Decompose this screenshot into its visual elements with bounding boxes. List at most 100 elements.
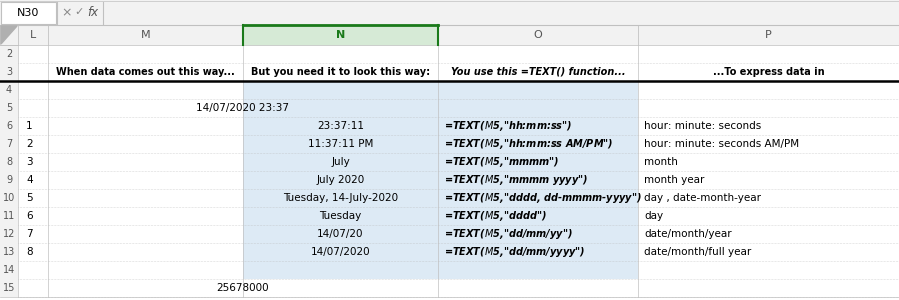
Text: hour: minute: seconds AM/PM: hour: minute: seconds AM/PM — [644, 139, 799, 149]
Text: =TEXT($M$5,"mmmm"): =TEXT($M$5,"mmmm") — [444, 155, 559, 169]
Bar — [0, 99, 18, 117]
Bar — [438, 261, 638, 279]
Text: 14/07/2020 23:37: 14/07/2020 23:37 — [197, 103, 289, 113]
Bar — [438, 45, 638, 63]
Text: 6: 6 — [26, 211, 32, 221]
Text: 3: 3 — [26, 157, 32, 167]
Text: 14/07/2020: 14/07/2020 — [311, 247, 370, 257]
Bar — [0, 81, 18, 99]
Bar — [638, 207, 899, 225]
Bar — [243, 243, 438, 261]
Bar — [638, 99, 899, 117]
Bar — [638, 63, 899, 81]
Bar — [243, 45, 438, 63]
Bar — [243, 25, 438, 45]
Bar — [48, 225, 243, 243]
Text: =TEXT($M$5,"mmmm yyyy"): =TEXT($M$5,"mmmm yyyy") — [444, 173, 588, 187]
Bar — [48, 117, 243, 135]
Bar — [438, 171, 638, 189]
Text: =TEXT($M$5,"dd/mm/yyyy"): =TEXT($M$5,"dd/mm/yyyy") — [444, 245, 585, 259]
Bar — [638, 279, 899, 297]
Bar — [638, 45, 899, 63]
Text: 7: 7 — [6, 139, 12, 149]
Bar — [0, 243, 18, 261]
Text: 15: 15 — [3, 283, 15, 293]
Bar — [438, 207, 638, 225]
Bar — [0, 153, 18, 171]
Bar — [638, 153, 899, 171]
Bar — [243, 81, 438, 99]
Text: ✓: ✓ — [75, 8, 84, 17]
Text: day: day — [644, 211, 663, 221]
Bar — [18, 63, 48, 81]
Text: 9: 9 — [6, 175, 12, 185]
Bar — [0, 171, 18, 189]
Text: July: July — [331, 157, 350, 167]
Bar — [18, 153, 48, 171]
Bar — [638, 117, 899, 135]
Bar — [1, 2, 56, 24]
Bar — [48, 243, 243, 261]
Text: 4: 4 — [6, 85, 12, 95]
Bar — [438, 99, 638, 117]
Bar — [243, 135, 438, 153]
Text: M: M — [140, 30, 150, 40]
Text: N30: N30 — [17, 8, 40, 17]
Text: O: O — [534, 30, 542, 40]
Text: month: month — [644, 157, 678, 167]
Bar — [48, 261, 243, 279]
Bar — [0, 279, 18, 297]
Bar — [48, 25, 243, 45]
Text: 2: 2 — [6, 49, 12, 59]
Bar — [243, 279, 438, 297]
Bar — [18, 207, 48, 225]
Text: Tuesday: Tuesday — [319, 211, 361, 221]
Bar — [438, 117, 638, 135]
Bar — [0, 189, 18, 207]
Bar — [243, 117, 438, 135]
Text: 5: 5 — [26, 193, 32, 203]
Bar — [638, 261, 899, 279]
Text: 7: 7 — [26, 229, 32, 239]
Bar — [243, 261, 438, 279]
Bar — [638, 81, 899, 99]
Bar — [18, 45, 48, 63]
Bar — [243, 189, 438, 207]
Bar — [18, 25, 48, 45]
Bar — [243, 63, 438, 81]
Bar — [438, 207, 638, 225]
Bar — [438, 279, 638, 297]
Text: You use this =TEXT() function...: You use this =TEXT() function... — [450, 67, 626, 77]
Bar — [243, 189, 438, 207]
Bar — [438, 225, 638, 243]
Bar — [48, 153, 243, 171]
Text: ×: × — [62, 6, 72, 19]
Text: 5: 5 — [6, 103, 12, 113]
Bar — [48, 81, 243, 99]
Bar — [0, 135, 18, 153]
Bar — [18, 243, 48, 261]
Bar — [18, 117, 48, 135]
Text: P: P — [765, 30, 772, 40]
Bar — [438, 99, 638, 117]
Bar — [638, 243, 899, 261]
Bar — [18, 171, 48, 189]
Text: 11:37:11 PM: 11:37:11 PM — [307, 139, 373, 149]
Bar — [243, 261, 438, 279]
Bar — [48, 135, 243, 153]
Text: Tuesday, 14-July-2020: Tuesday, 14-July-2020 — [283, 193, 398, 203]
Bar — [438, 25, 638, 45]
Bar — [0, 225, 18, 243]
Bar — [438, 135, 638, 153]
Bar — [243, 117, 438, 135]
Bar — [243, 207, 438, 225]
Bar — [438, 153, 638, 171]
Bar — [438, 135, 638, 153]
Bar — [48, 279, 243, 297]
Bar — [638, 135, 899, 153]
Bar — [243, 153, 438, 171]
Bar — [0, 25, 18, 45]
Text: fx: fx — [87, 6, 99, 19]
Text: 12: 12 — [3, 229, 15, 239]
Bar — [243, 225, 438, 243]
